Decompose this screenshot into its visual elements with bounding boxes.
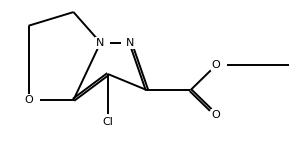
Text: O: O [212,60,220,70]
Text: O: O [24,95,33,105]
Text: N: N [96,38,105,48]
Text: Cl: Cl [103,117,113,127]
Text: N: N [126,38,135,48]
Text: O: O [212,110,220,120]
